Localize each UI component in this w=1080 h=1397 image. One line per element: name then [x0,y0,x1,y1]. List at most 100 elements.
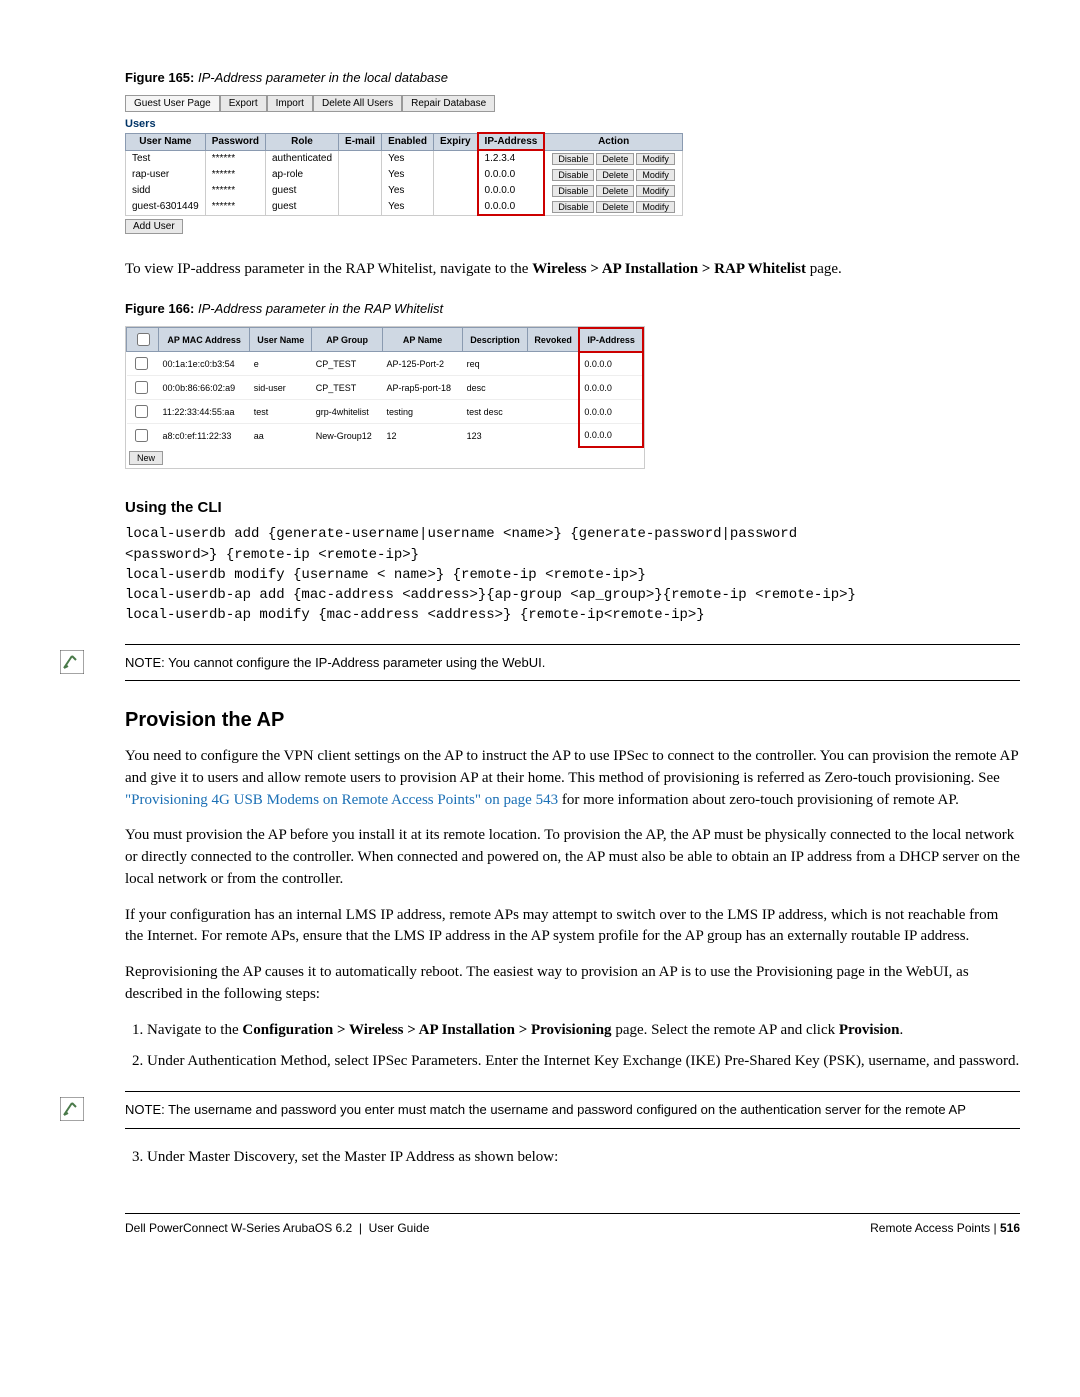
step-1: Navigate to the Configuration > Wireless… [147,1020,1020,1042]
modify-button[interactable]: Modify [636,153,675,165]
col-header: Description [463,328,528,352]
action-cell: DisableDeleteModify [544,150,682,167]
figure-165-screenshot: Guest User PageExportImportDelete All Us… [125,95,1020,234]
table-cell: 12 [383,424,463,448]
figure-166-caption: Figure 166: IP-Address parameter in the … [125,301,1020,316]
table-cell: 11:22:33:44:55:aa [159,400,250,424]
step-3: Under Master Discovery, set the Master I… [147,1147,1020,1169]
col-header: IP-Address [579,328,643,352]
new-button[interactable]: New [129,451,163,465]
note-icon [60,1097,84,1121]
table-cell: sidd [126,183,206,199]
table-cell: a8:c0:ef:11:22:33 [159,424,250,448]
table-cell: 00:1a:1e:c0:b3:54 [159,352,250,376]
tab-guest-user-page[interactable]: Guest User Page [125,95,220,112]
table-cell: e [250,352,312,376]
col-header: AP MAC Address [159,328,250,352]
disable-button[interactable]: Disable [552,169,594,181]
figure-165-label: Figure 165: [125,70,194,85]
add-user-button[interactable]: Add User [125,219,183,234]
col-header: IP-Address [478,133,545,150]
table-cell [433,150,477,167]
tab-repair-database[interactable]: Repair Database [402,95,495,112]
table-cell: 00:0b:86:66:02:a9 [159,376,250,400]
note-icon [60,650,84,674]
para-lms-ip: If your configuration has an internal LM… [125,905,1020,949]
table-cell [433,183,477,199]
col-header: AP Name [383,328,463,352]
table-cell [339,150,382,167]
disable-button[interactable]: Disable [552,153,594,165]
page-footer: Dell PowerConnect W-Series ArubaOS 6.2 |… [125,1213,1020,1235]
table-cell: 0.0.0.0 [579,424,643,448]
table-cell: 0.0.0.0 [579,400,643,424]
footer-left: Dell PowerConnect W-Series ArubaOS 6.2 |… [125,1221,429,1235]
users-section-label: Users [125,118,1020,130]
table-cell: ****** [205,167,265,183]
table-cell: guest [265,183,338,199]
table-cell: ****** [205,150,265,167]
col-header: Revoked [527,328,579,352]
provision-steps: Navigate to the Configuration > Wireless… [125,1020,1020,1074]
note-1-text: NOTE: You cannot configure the IP-Addres… [125,644,1020,682]
footer-right: Remote Access Points | 516 [870,1221,1020,1235]
modify-button[interactable]: Modify [636,201,675,213]
cli-heading: Using the CLI [125,499,1020,516]
table-cell: testing [383,400,463,424]
table-cell: Test [126,150,206,167]
col-header: Password [205,133,265,150]
rap-whitelist-table: AP MAC AddressUser NameAP GroupAP NameDe… [126,327,644,449]
figure-166-label: Figure 166: [125,301,194,316]
para-provision-intro: You need to configure the VPN client set… [125,746,1020,811]
delete-button[interactable]: Delete [596,169,634,181]
table-cell: grp-4whitelist [312,400,383,424]
tab-import[interactable]: Import [267,95,313,112]
table-cell [527,352,579,376]
note-1: NOTE: You cannot configure the IP-Addres… [60,644,1020,682]
table-cell: 0.0.0.0 [478,199,545,216]
table-cell: 0.0.0.0 [478,167,545,183]
table-cell: ****** [205,183,265,199]
figure-166-screenshot: AP MAC AddressUser NameAP GroupAP NameDe… [125,326,645,470]
modify-button[interactable]: Modify [636,169,675,181]
table-cell: AP-rap5-port-18 [383,376,463,400]
disable-button[interactable]: Disable [552,201,594,213]
table-cell [527,424,579,448]
table-cell [339,167,382,183]
delete-button[interactable]: Delete [596,153,634,165]
table-cell: AP-125-Port-2 [383,352,463,376]
figure-165-text: IP-Address parameter in the local databa… [198,70,448,85]
table-cell: 1.2.3.4 [478,150,545,167]
select-all-checkbox[interactable] [137,333,150,346]
col-header: E-mail [339,133,382,150]
provisioning-link[interactable]: "Provisioning 4G USB Modems on Remote Ac… [125,792,558,808]
delete-button[interactable]: Delete [596,185,634,197]
para-reprovisioning: Reprovisioning the AP causes it to autom… [125,962,1020,1006]
table-cell: Yes [382,183,434,199]
table-cell: 0.0.0.0 [579,376,643,400]
row-checkbox[interactable] [135,381,148,394]
row-checkbox[interactable] [135,429,148,442]
col-header: Action [544,133,682,150]
tab-export[interactable]: Export [220,95,267,112]
table-cell: Yes [382,167,434,183]
col-header: User Name [126,133,206,150]
table-cell [339,183,382,199]
step-2: Under Authentication Method, select IPSe… [147,1051,1020,1073]
table-cell [527,400,579,424]
col-header: AP Group [312,328,383,352]
table-cell: ap-role [265,167,338,183]
table-cell: rap-user [126,167,206,183]
tab-delete-all-users[interactable]: Delete All Users [313,95,402,112]
table-cell: 0.0.0.0 [579,352,643,376]
table-cell: Yes [382,199,434,216]
col-header: Enabled [382,133,434,150]
provision-steps-cont: Under Master Discovery, set the Master I… [125,1147,1020,1169]
row-checkbox[interactable] [135,357,148,370]
table-cell: New-Group12 [312,424,383,448]
row-checkbox[interactable] [135,405,148,418]
table-cell: Yes [382,150,434,167]
modify-button[interactable]: Modify [636,185,675,197]
disable-button[interactable]: Disable [552,185,594,197]
delete-button[interactable]: Delete [596,201,634,213]
